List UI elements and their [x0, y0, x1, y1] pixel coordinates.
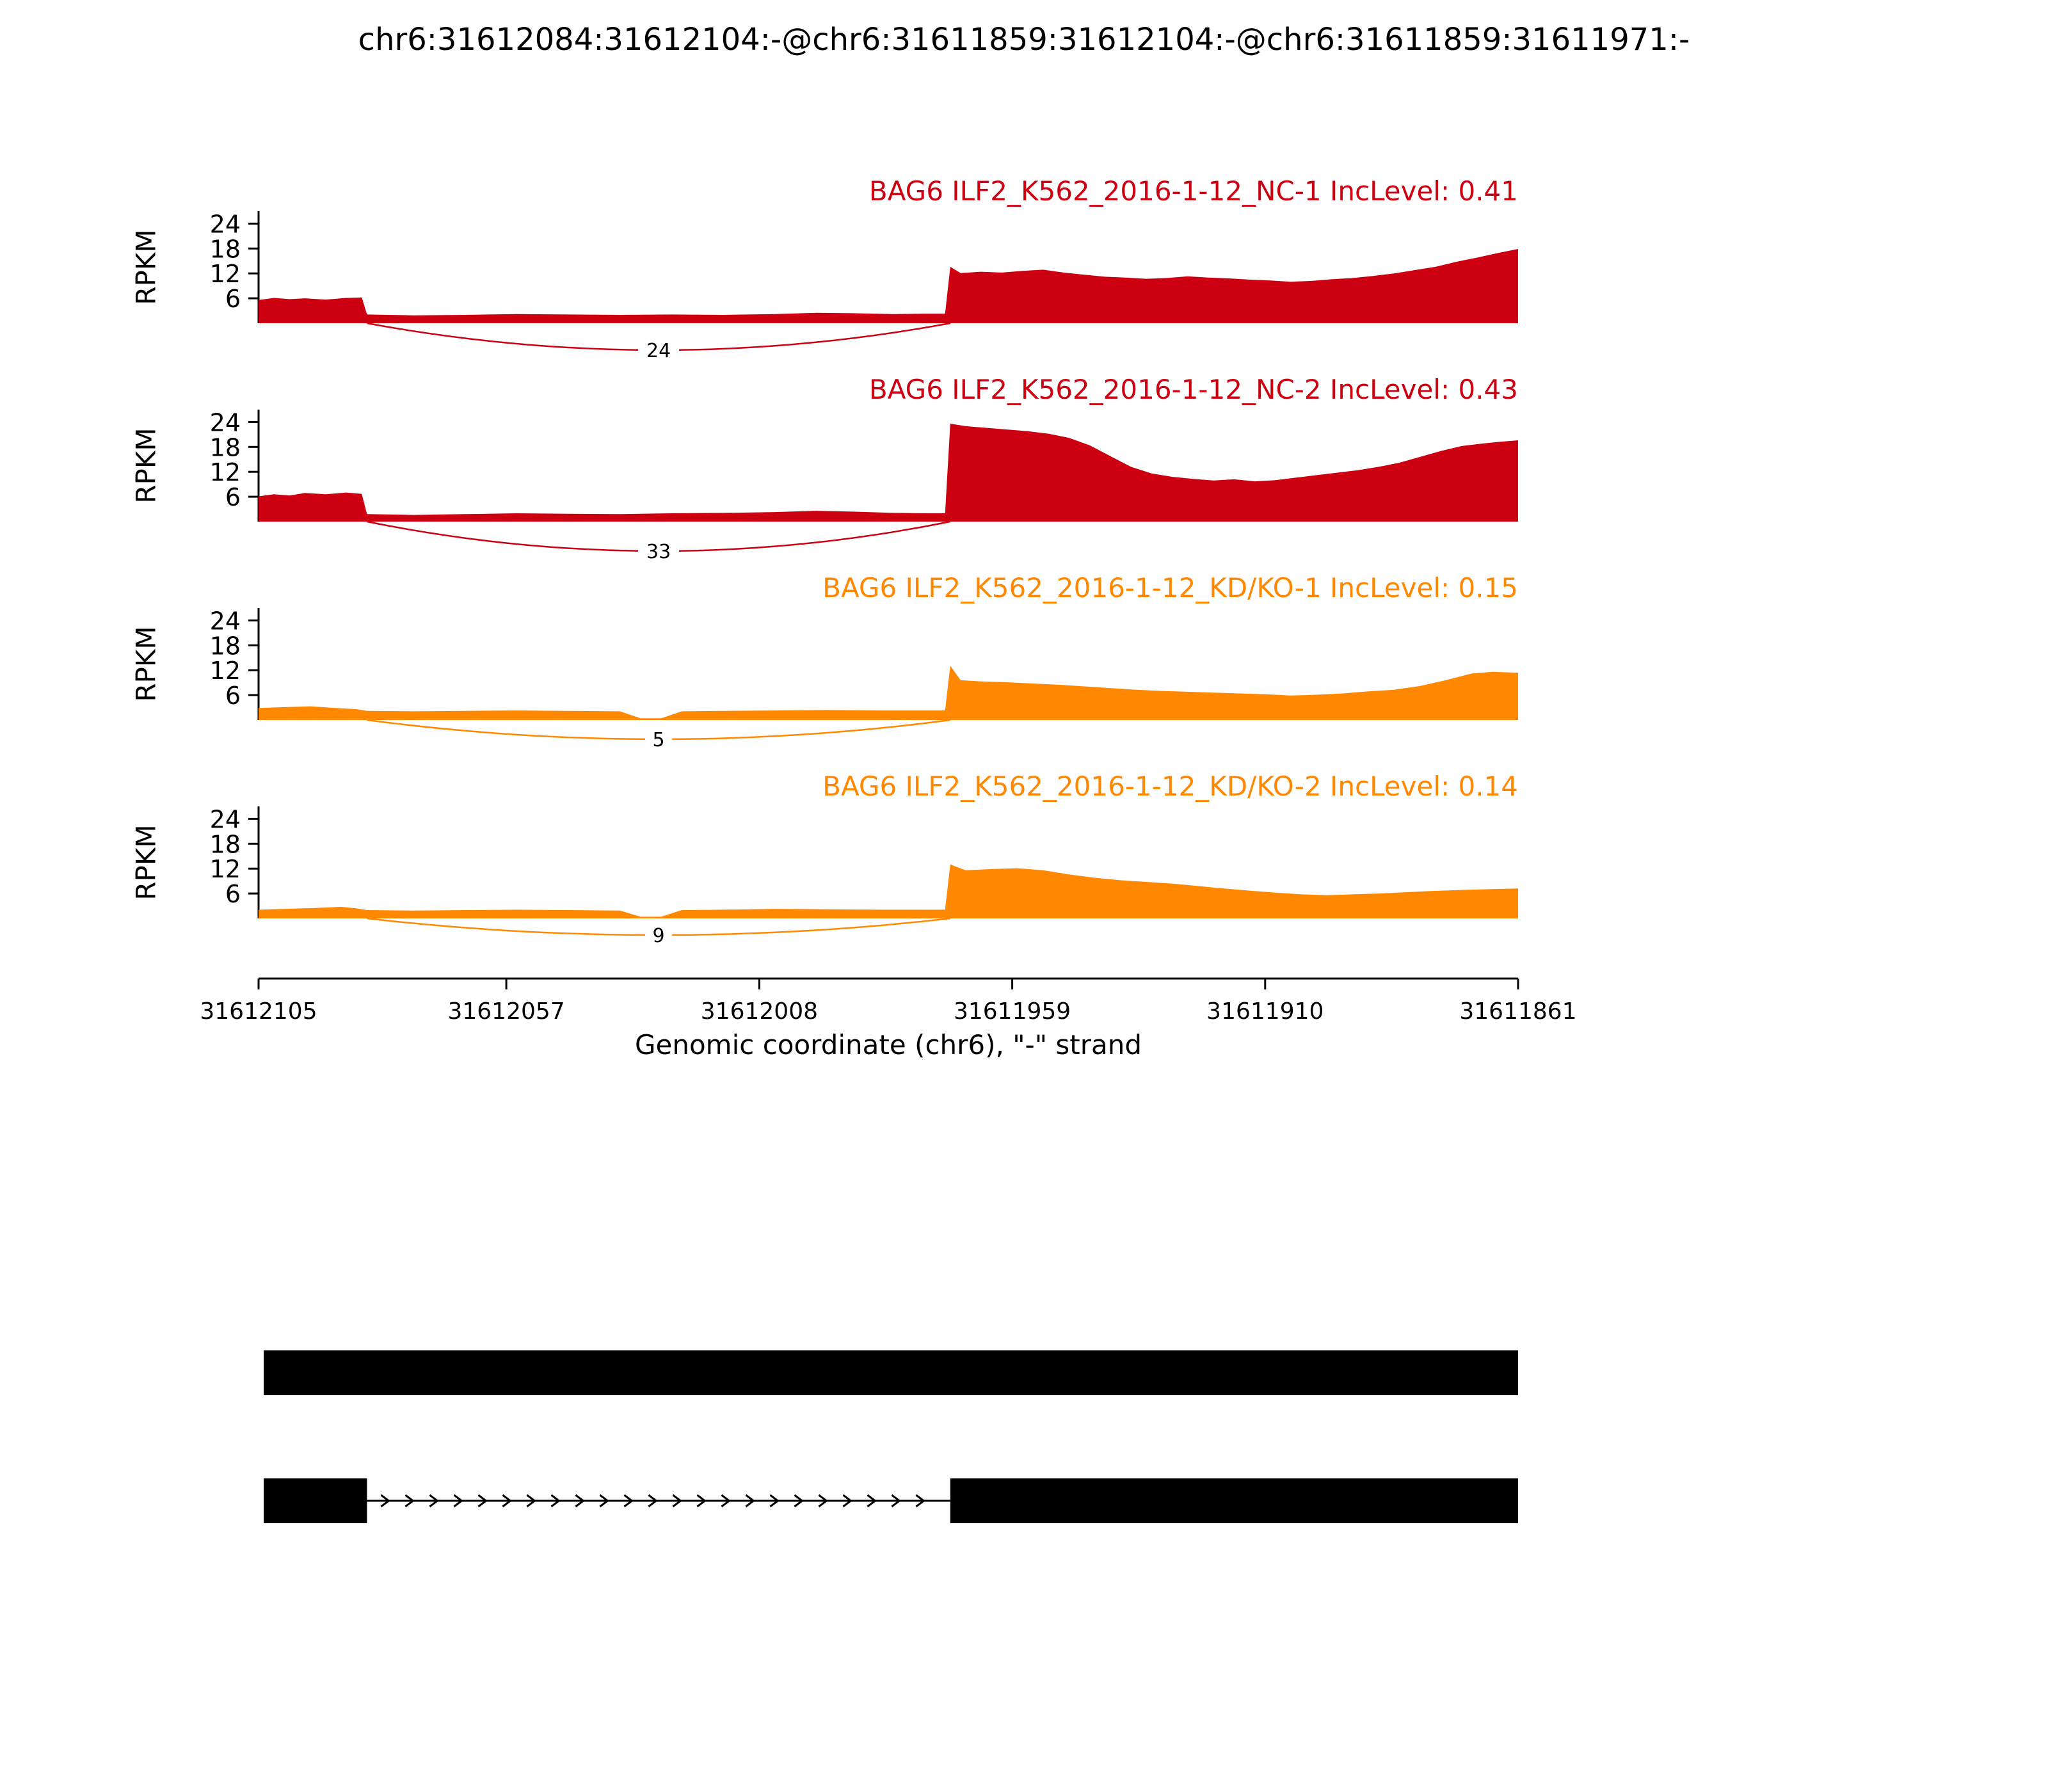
track-label: BAG6 ILF2_K562_2016-1-12_NC-1 IncLevel: …: [868, 175, 1518, 207]
y-tick-label: 24: [210, 805, 241, 833]
strand-arrow-icon: [550, 1494, 561, 1508]
strand-arrow-icon: [867, 1494, 877, 1508]
strand-arrow-icon: [769, 1494, 780, 1508]
strand-arrow-icon: [891, 1494, 901, 1508]
strand-arrow-icon: [842, 1494, 852, 1508]
strand-arrow-icon: [623, 1494, 634, 1508]
y-tick-label: 12: [210, 260, 241, 288]
gene-structure: [264, 1350, 1519, 1523]
strand-arrow-icon: [818, 1494, 828, 1508]
strand-arrow-icon: [696, 1494, 707, 1508]
strand-arrow-icon: [915, 1494, 925, 1508]
track-label: BAG6 ILF2_K562_2016-1-12_KD/KO-1 IncLeve…: [822, 572, 1518, 604]
strand-arrow-icon: [648, 1494, 658, 1508]
strand-arrow-icon: [404, 1494, 415, 1508]
y-tick-label: 6: [225, 682, 241, 710]
junction-count-bg: [645, 922, 673, 948]
y-tick-label: 12: [210, 855, 241, 883]
coverage-area: [259, 666, 1518, 720]
sashimi-track-nc-1: BAG6 ILF2_K562_2016-1-12_NC-1 IncLevel: …: [0, 173, 2048, 390]
x-tick-label: 31612105: [200, 998, 317, 1025]
y-tick-label: 18: [210, 235, 241, 263]
strand-arrow-icon: [599, 1494, 609, 1508]
strand-arrow-icon: [429, 1494, 439, 1508]
strand-arrow-icon: [526, 1494, 536, 1508]
sashimi-track-kdko-2: BAG6 ILF2_K562_2016-1-12_KD/KO-2 IncLeve…: [0, 768, 2048, 986]
strand-arrow-icon: [745, 1494, 755, 1508]
exon-block: [264, 1350, 1519, 1395]
x-axis-title: Genomic coordinate (chr6), "-" strand: [634, 1029, 1142, 1060]
y-tick-label: 18: [210, 632, 241, 660]
coverage-area: [259, 249, 1518, 323]
x-axis: 31612105 31612057 31612008 31611959 31611910…: [200, 977, 1577, 1025]
y-tick-label: 12: [210, 458, 241, 486]
strand-arrow-icon: [380, 1494, 390, 1508]
junction-count: 24: [646, 340, 671, 362]
sashimi-track-kdko-1: BAG6 ILF2_K562_2016-1-12_KD/KO-1 IncLeve…: [0, 570, 2048, 787]
exon-block: [950, 1478, 1518, 1523]
coverage-area: [259, 424, 1518, 522]
strand-arrow-icon: [575, 1494, 585, 1508]
junction-count: 5: [653, 729, 665, 751]
strand-arrow-icon: [672, 1494, 682, 1508]
y-tick-label: 6: [225, 483, 241, 511]
y-tick-label: 12: [210, 657, 241, 685]
y-tick-label: 6: [225, 880, 241, 908]
strand-arrow-icon: [502, 1494, 512, 1508]
y-tick-label: 18: [210, 433, 241, 461]
x-tick-label: 31611910: [1206, 998, 1324, 1025]
strand-arrow-icon: [477, 1494, 488, 1508]
strand-arrow-icon: [453, 1494, 463, 1508]
track-label: BAG6 ILF2_K562_2016-1-12_NC-2 IncLevel: …: [868, 374, 1518, 405]
junction-count: 33: [646, 541, 671, 563]
figure-title: chr6:31612084:31612104:-@chr6:31611859:3…: [358, 22, 1690, 58]
strand-arrow-icon: [794, 1494, 804, 1508]
y-tick-label: 6: [225, 285, 241, 313]
junction-count-bg: [638, 538, 680, 564]
x-tick-label: 31612057: [447, 998, 564, 1025]
y-tick-label: 18: [210, 830, 241, 858]
strand-arrow-icon: [721, 1494, 731, 1508]
junction-count: 9: [653, 925, 665, 947]
x-tick-label: 31612008: [701, 998, 818, 1025]
y-tick-label: 24: [210, 210, 241, 238]
track-label: BAG6 ILF2_K562_2016-1-12_KD/KO-2 IncLeve…: [822, 771, 1518, 802]
coverage-area: [259, 864, 1518, 918]
y-tick-label: 24: [210, 607, 241, 635]
x-tick-label: 31611861: [1459, 998, 1576, 1025]
junction-count-bg: [638, 337, 680, 364]
x-tick-label: 31611959: [954, 998, 1071, 1025]
exon-block: [264, 1478, 367, 1523]
junction-count-bg: [645, 726, 673, 753]
y-tick-label: 24: [210, 408, 241, 436]
sashimi-track-nc-2: BAG6 ILF2_K562_2016-1-12_NC-2 IncLevel: …: [0, 371, 2048, 589]
